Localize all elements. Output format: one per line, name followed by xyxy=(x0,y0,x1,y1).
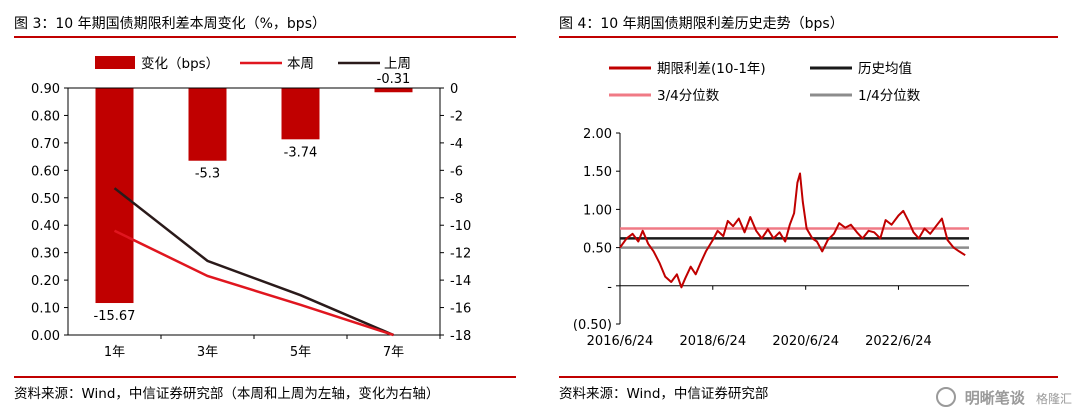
legend-label-bar: 变化（bps） xyxy=(141,56,219,72)
x-axis-tick-label: 2022/6/24 xyxy=(865,334,932,349)
right-panel: 图 4：10 年期国债期限利差历史走势（bps） 2.00 1.50 1.00 0.5… xyxy=(545,0,1080,414)
y-axis-tick-label: 1.50 xyxy=(583,165,612,180)
right-axis-tick-label: -10 xyxy=(450,219,471,234)
left-axis-tick-label: 0.80 xyxy=(31,109,60,124)
right-source-rule xyxy=(559,376,1058,378)
right-source-note: 资料来源：Wind，中信证券研究部 xyxy=(559,382,768,402)
y-axis-tick-label: 1.00 xyxy=(583,203,612,218)
series-line-上周 xyxy=(115,188,394,335)
left-axis-tick-label: 0.50 xyxy=(31,192,60,207)
left-axis-tick-label: 0.00 xyxy=(31,329,60,344)
x-axis-tick-label: 2016/6/24 xyxy=(587,334,654,349)
legend-label: 历史均值 xyxy=(858,61,912,77)
y-axis-tick-label: (0.50) xyxy=(573,318,612,333)
series-line-期限利差(10-1年) xyxy=(620,174,965,288)
x-axis-tick-label: 2020/6/24 xyxy=(772,334,839,349)
legend-label-line: 上周 xyxy=(384,56,411,72)
legend-label: 3/4分位数 xyxy=(657,88,720,104)
wechat-icon xyxy=(936,387,956,407)
x-axis-tick-label: 3年 xyxy=(197,345,218,360)
left-axis-tick-label: 0.40 xyxy=(31,219,60,234)
right-axis-tick-label: -18 xyxy=(450,329,471,344)
right-axis-tick-label: -12 xyxy=(450,247,471,262)
left-axis-tick-label: 0.30 xyxy=(31,247,60,262)
right-axis-tick-label: -6 xyxy=(450,164,463,179)
bar-1年 xyxy=(96,88,134,303)
right-axis-tick-label: -8 xyxy=(450,192,463,207)
right-axis-tick-label: -2 xyxy=(450,109,463,124)
legend-swatch-bar xyxy=(95,56,135,69)
left-source-note: 资料来源：Wind，中信证券研究部（本周和上周为左轴，变化为右轴） xyxy=(14,382,439,402)
left-panel: 图 3：10 年期国债期限利差本周变化（%，bps） -15.67 -5.3 -3.… xyxy=(0,0,530,414)
left-axis-tick-label: 0.60 xyxy=(31,164,60,179)
bar-3年 xyxy=(189,88,227,161)
bar-value-label: -0.31 xyxy=(377,72,411,87)
left-axis-tick-label: 0.90 xyxy=(31,82,60,97)
left-source-rule xyxy=(14,376,516,378)
watermark-brand: 格隆汇 xyxy=(1036,392,1072,406)
x-axis-tick-label: 1年 xyxy=(104,345,125,360)
bar-value-label: -3.74 xyxy=(284,145,318,160)
right-chart: 2.00 1.50 1.00 0.50 - (0.50)2016/6/24 2018/6/2… xyxy=(545,38,1080,378)
right-axis-tick-label: -14 xyxy=(450,274,471,289)
bar-7年 xyxy=(375,88,413,92)
bar-value-label: -5.3 xyxy=(195,167,220,182)
left-axis-tick-label: 0.20 xyxy=(31,274,60,289)
legend-label-line: 本周 xyxy=(287,56,314,72)
left-axis-tick-label: 0.70 xyxy=(31,137,60,152)
x-axis-tick-label: 7年 xyxy=(383,345,404,360)
legend-label: 1/4分位数 xyxy=(858,88,921,104)
x-axis-tick-label: 2018/6/24 xyxy=(679,334,746,349)
bar-5年 xyxy=(282,88,320,139)
right-axis-tick-label: 0 xyxy=(450,82,458,97)
watermark: 明晰笔谈 格隆汇 xyxy=(936,387,1073,408)
watermark-text: 明晰笔谈 xyxy=(965,389,1025,407)
y-axis-tick-label: - xyxy=(607,280,612,295)
series-line-本周 xyxy=(115,231,394,335)
legend-label: 期限利差(10-1年) xyxy=(657,61,766,77)
right-chart-title: 图 4：10 年期国债期限利差历史走势（bps） xyxy=(559,13,844,33)
left-chart: -15.67 -5.3 -3.74 -0.31 0.00 0.10 0.20 0.30 0.40… xyxy=(0,38,530,378)
right-axis-tick-label: -16 xyxy=(450,302,471,317)
right-axis-tick-label: -4 xyxy=(450,137,463,152)
left-chart-title: 图 3：10 年期国债期限利差本周变化（%，bps） xyxy=(14,13,326,33)
bar-value-label: -15.67 xyxy=(94,309,136,324)
y-axis-tick-label: 0.50 xyxy=(583,242,612,257)
x-axis-tick-label: 5年 xyxy=(290,345,311,360)
left-axis-tick-label: 0.10 xyxy=(31,302,60,317)
y-axis-tick-label: 2.00 xyxy=(583,127,612,142)
